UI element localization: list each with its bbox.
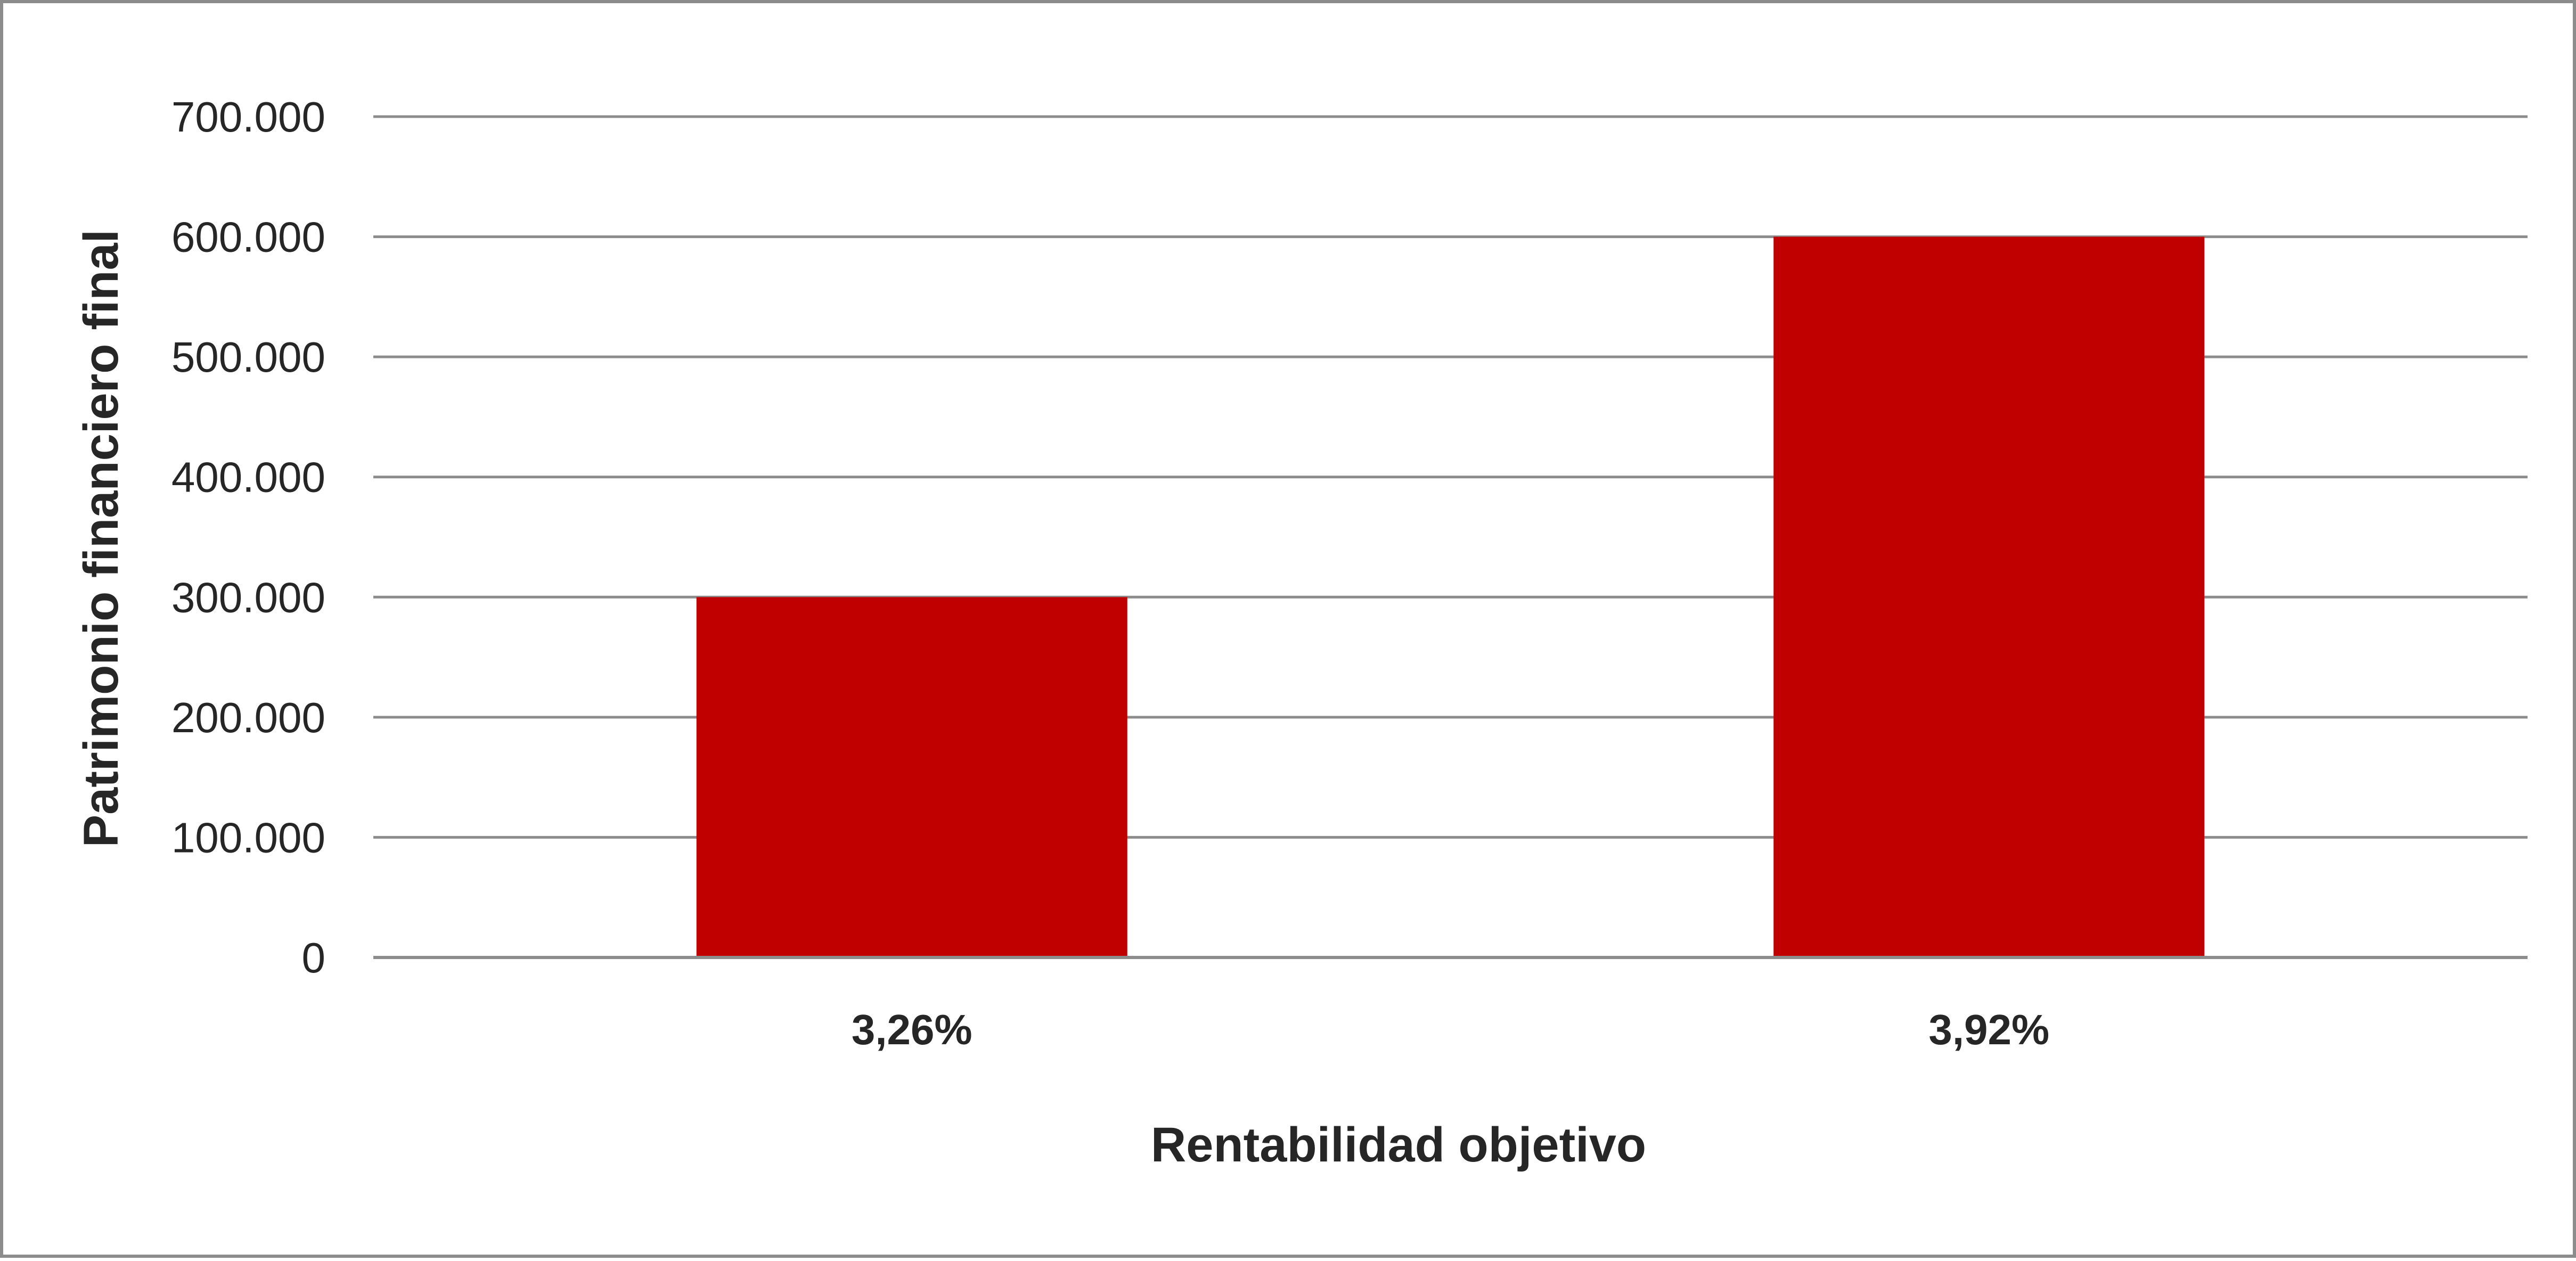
y-tick-label: 700.000 bbox=[171, 93, 325, 141]
x-axis-title: Rentabilidad objetivo bbox=[1151, 1118, 1646, 1172]
bar-chart: 0 100.000 200.000 300.000 400.000 500.000 600.… bbox=[74, 93, 2528, 1172]
y-tick-label: 200.000 bbox=[171, 694, 325, 741]
bar bbox=[696, 597, 1127, 957]
y-tick-label: 300.000 bbox=[171, 574, 325, 621]
y-tick-label: 500.000 bbox=[171, 333, 325, 381]
x-tick-label: 3,26% bbox=[852, 1006, 972, 1053]
y-tick-label: 100.000 bbox=[171, 814, 325, 861]
bar bbox=[1773, 236, 2205, 958]
x-axis-ticks: 3,26% 3,92% bbox=[852, 1006, 2049, 1053]
y-axis-title: Patrimonio financiero final bbox=[74, 230, 128, 847]
y-tick-label: 600.000 bbox=[171, 214, 325, 261]
y-tick-label: 0 bbox=[302, 934, 326, 981]
y-tick-label: 400.000 bbox=[171, 454, 325, 501]
y-axis-ticks: 0 100.000 200.000 300.000 400.000 500.000 600.… bbox=[171, 93, 325, 981]
bars bbox=[373, 236, 2528, 959]
x-tick-label: 3,92% bbox=[1928, 1006, 2049, 1053]
